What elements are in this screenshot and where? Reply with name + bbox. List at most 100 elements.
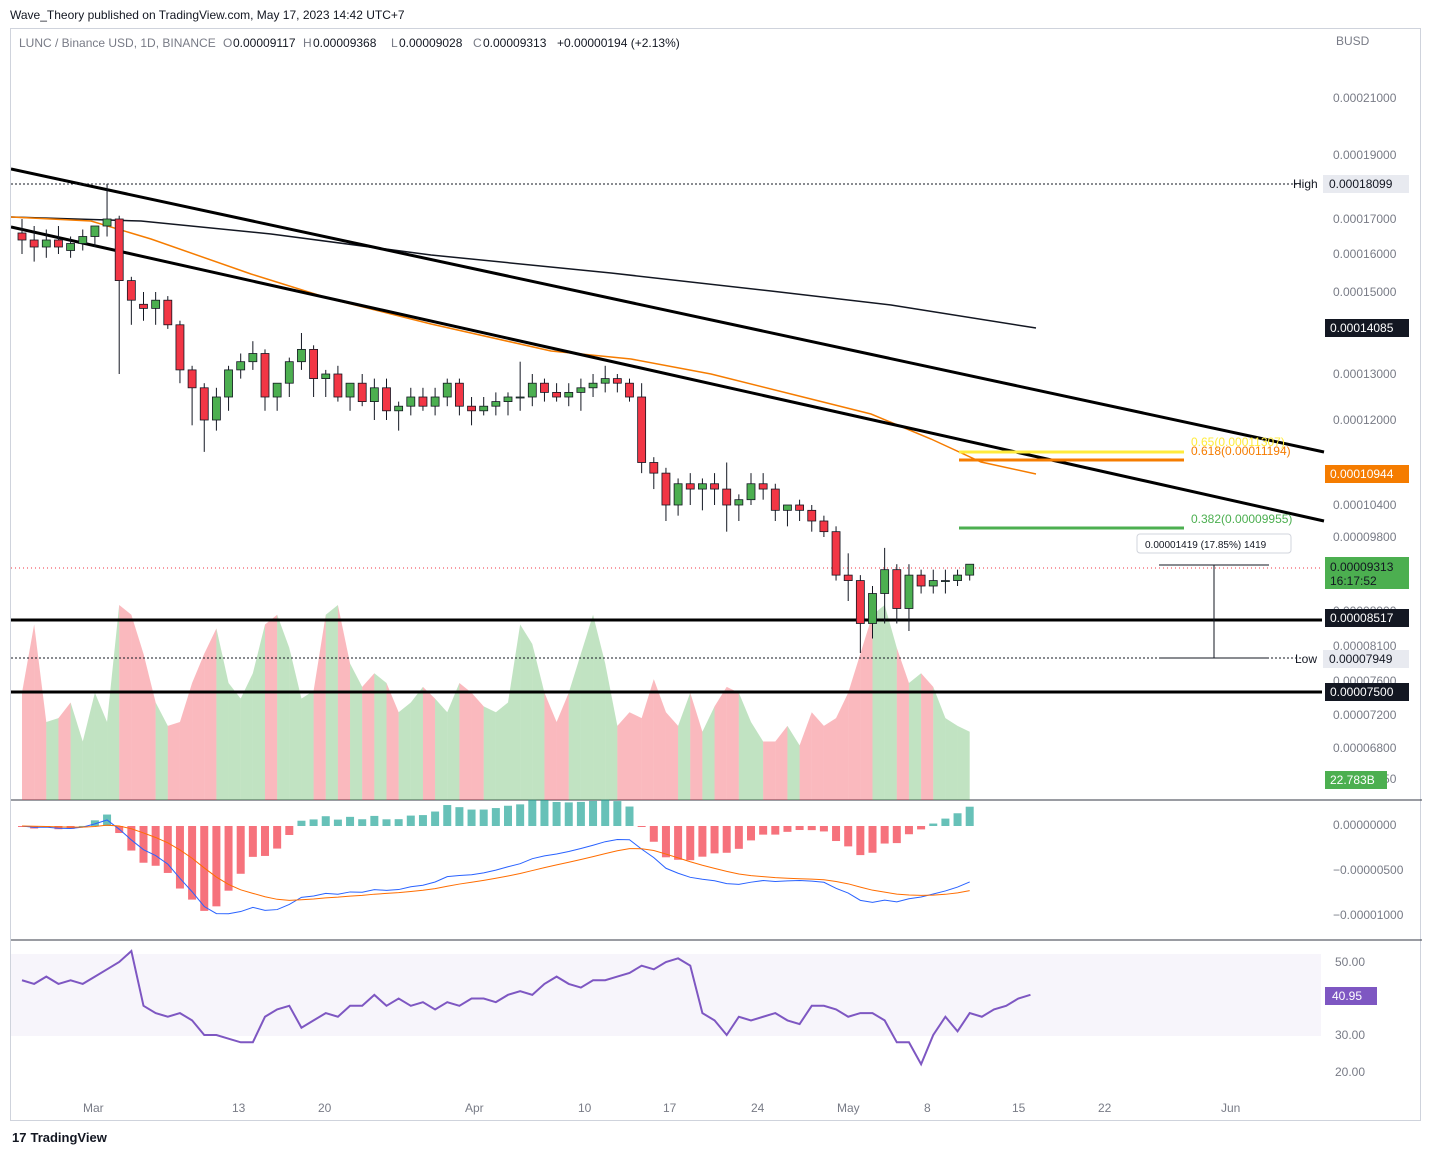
macd-tick-label: −0.00001000 [1333,908,1404,922]
macd-histogram-bar [346,816,355,826]
volume-segment [775,725,788,800]
macd-histogram-bar [455,807,464,826]
macd-histogram-bar [309,819,318,826]
macd-histogram-bar [674,826,683,860]
candle-body [576,387,586,393]
candle-body [600,378,610,384]
candle-body [807,509,817,522]
candle-body [527,382,537,398]
upper-trendline [11,167,1325,454]
support-value-8517: 0.00008517 [1330,611,1394,625]
candle-body [868,593,877,624]
macd-histogram-bar [941,818,950,826]
candle-body [126,280,136,301]
candle-body [406,396,416,407]
candle-body [698,483,707,490]
close-label: C [473,36,482,50]
trendlines[interactable] [11,167,1325,694]
macd-histogram-bar [370,815,379,826]
time-tick-label: 22 [1098,1101,1112,1115]
candle-body [661,472,671,506]
volume-segment [228,683,241,800]
candle-body [965,563,975,576]
volume-segment [179,683,193,800]
macd-histogram-bar [601,799,610,826]
candle-body [758,483,768,490]
fib-0618-label: 0.618(0.00011194) [1191,444,1291,458]
macd-histogram-bar [929,823,938,826]
candle-body [78,236,88,244]
macd-histogram-bar [552,801,561,826]
candle-body [430,396,440,407]
macd-histogram-bar [273,826,282,849]
price-tick-label: 0.00013000 [1333,367,1397,381]
macd-histogram-bar [224,826,233,891]
candle-body [540,382,549,393]
candle-body [819,520,829,533]
price-tick-label: 0.00012000 [1333,413,1397,427]
time-tick-label: 24 [751,1101,765,1115]
rsi-tick-label: 20.00 [1335,1065,1365,1079]
volume-segment [471,692,484,800]
volume-segment [508,624,521,800]
candlestick-series[interactable] [17,183,975,653]
candle-body [795,504,804,511]
candle-body [151,299,161,309]
volume-segment [82,692,95,800]
volume-segment [896,647,909,800]
tradingview-logo-icon: 17 [12,1130,27,1145]
volume-segment [799,712,812,800]
rsi-tick-label: 30.00 [1335,1028,1365,1042]
volume-segment [459,683,472,800]
macd-histogram-bar [771,826,780,835]
macd-line [21,819,970,915]
volume-segment [811,712,824,800]
macd-histogram-bar [637,826,646,827]
macd-histogram-bar [491,808,500,826]
candle-body [187,369,197,389]
volume-segment [495,702,508,800]
moving-averages [11,216,1037,475]
volume-segment [738,692,751,800]
volume-segment [22,624,35,800]
macd-histogram-bar [564,802,573,826]
macd-histogram-bar [382,819,391,826]
candle-body [734,499,744,506]
macd-histogram-bar [892,826,901,844]
high-label: H [303,36,312,50]
rsi-series [21,949,1031,1067]
candle-body [66,243,75,251]
macd-histogram-bar [795,826,804,831]
volume-segment [823,718,837,800]
candle-body [102,218,112,227]
volume-value: 22.783B [1330,773,1375,787]
macd-histogram-bar [90,820,99,826]
volume-segment [119,605,132,800]
candle-body [855,580,865,624]
volume-segment [435,698,448,800]
candle-body [649,462,659,474]
symbol-title[interactable]: LUNC / Binance USD, 1D, BINANCE [19,36,216,50]
volume-segment [641,679,654,800]
time-tick-label: 13 [232,1101,246,1115]
price-tick-label: 0.00009800 [1333,530,1397,544]
candle-body [369,387,379,402]
tradingview-logo[interactable]: 17 TradingView [12,1130,107,1145]
brand-name: TradingView [30,1130,107,1145]
macd-histogram-bar [78,825,87,827]
current-price-badge [1325,557,1409,589]
high-value: 0.00009368 [313,36,377,50]
macd-histogram-bar [175,826,184,889]
time-axis[interactable]: Mar 13 20 Apr 10 17 24 May 8 15 22 Jun [83,1101,1240,1115]
candle-body [211,396,221,421]
volume-segment [483,706,496,800]
candle-body [309,348,319,379]
chart-frame[interactable]: LUNC / Binance USD, 1D, BINANCE O 0.0000… [10,28,1422,1122]
volume-segment [690,692,703,800]
low-label: L [391,36,398,50]
chart-canvas[interactable]: LUNC / Binance USD, 1D, BINANCE O 0.0000… [11,29,1422,1122]
volume-segment [155,702,168,800]
time-tick-label: 15 [1012,1101,1026,1115]
candle-body [928,580,938,587]
volume-series [22,605,970,800]
